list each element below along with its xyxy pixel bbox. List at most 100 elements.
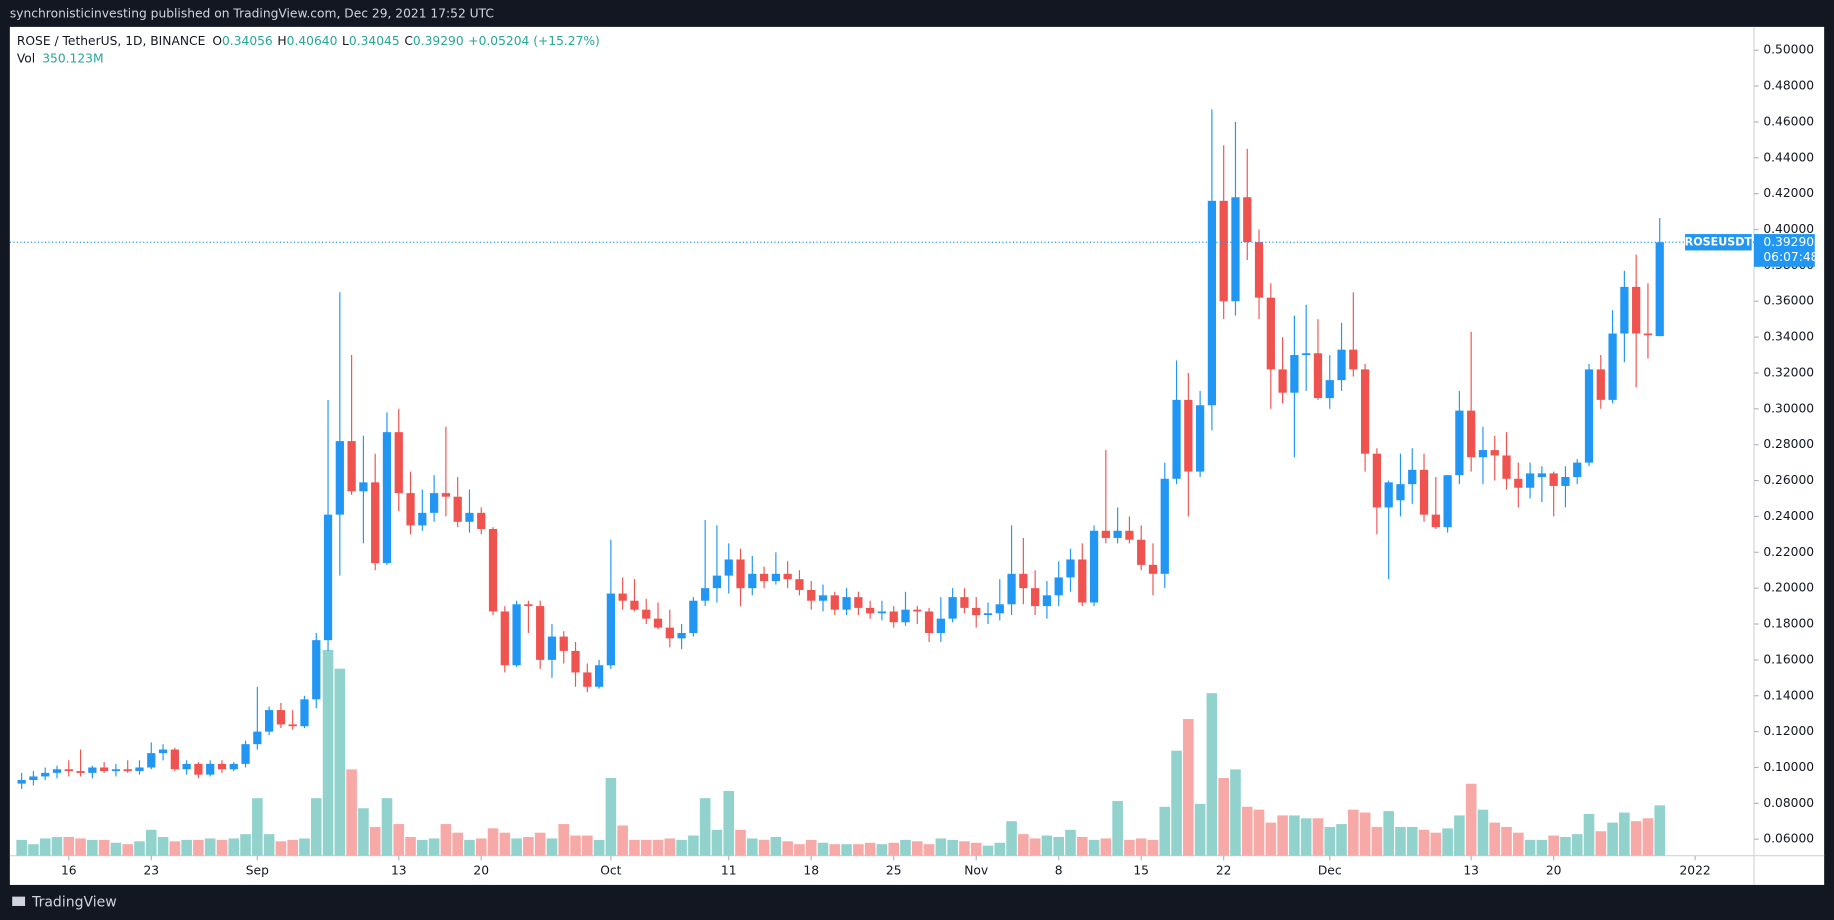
candle-body [736, 559, 745, 589]
y-tick-label: 0.42000 [1763, 186, 1814, 200]
volume-bar [1135, 838, 1147, 856]
volume-bar [664, 838, 676, 856]
candle-body [158, 749, 168, 754]
y-tick-label: 0.20000 [1763, 581, 1814, 595]
candle-body [1207, 200, 1217, 406]
volume-bar [876, 844, 888, 856]
volume-bar [1348, 809, 1359, 856]
volume-bar [699, 798, 711, 856]
volume-bar [1289, 815, 1300, 856]
volume-bar [1560, 837, 1571, 856]
volume-bar [1076, 837, 1088, 856]
volume-bar [1277, 815, 1288, 856]
candle-body [771, 573, 780, 581]
volume-bar [1583, 813, 1595, 856]
x-tick-label: 18 [803, 863, 819, 877]
volume-bar [770, 837, 782, 856]
price-tag [1754, 234, 1815, 267]
x-tick-label: 25 [886, 863, 902, 877]
volume-bar [181, 839, 192, 856]
volume-bar [1088, 839, 1100, 856]
volume-bar [1124, 839, 1135, 856]
volume-bar [994, 842, 1006, 856]
candle-body [253, 731, 262, 745]
candle-body [866, 607, 875, 614]
volume-bar [1183, 719, 1194, 856]
candle-body [288, 724, 297, 727]
candle-body [323, 514, 333, 641]
candle-body [630, 600, 639, 610]
volume-bar [310, 798, 322, 856]
candle-body [1231, 197, 1240, 302]
candle-body [583, 672, 592, 687]
candle-body [818, 595, 828, 601]
candle-body [1443, 475, 1452, 528]
volume-bar [1630, 821, 1642, 856]
candle-body [960, 597, 969, 608]
candle-body [335, 441, 344, 515]
y-tick-label: 0.26000 [1763, 473, 1814, 487]
candle-body [677, 632, 686, 639]
volume-bar [1571, 834, 1583, 856]
volume-bar [393, 824, 405, 856]
candle-body [41, 772, 50, 777]
volume-bar [1536, 839, 1548, 856]
volume-bar [1395, 826, 1406, 856]
candle-body [123, 769, 132, 772]
candle-body [606, 593, 616, 666]
volume-bar [1065, 829, 1076, 856]
candle-body [88, 767, 97, 773]
volume-bar [746, 838, 758, 856]
chart-panel [9, 26, 1825, 885]
candle-body [724, 559, 733, 576]
volume-bar [911, 841, 923, 856]
volume-bar [98, 839, 110, 856]
candle-body [948, 597, 957, 619]
countdown-label: 06:07:48 [1763, 250, 1818, 264]
candle-body [241, 744, 250, 764]
ohlc-legend: O0.34056 H0.40640 L0.34045 C0.39290 [212, 33, 463, 47]
volume-bar [558, 824, 570, 856]
volume-bar [1241, 806, 1253, 856]
candle-body [1349, 349, 1358, 370]
ohlc-value: 0.34056 [222, 33, 273, 47]
candle-body [807, 589, 816, 601]
volume-bar [1206, 693, 1218, 856]
candle-body [312, 640, 321, 700]
volume-bar [629, 839, 640, 856]
volume-bar [1147, 839, 1159, 856]
volume-bar [405, 837, 416, 856]
candle-body [217, 763, 227, 770]
candle-body [465, 512, 474, 522]
volume-bar [959, 841, 970, 856]
volume-bar [252, 798, 263, 856]
y-tick-label: 0.48000 [1763, 79, 1814, 93]
volume-bar [1159, 806, 1171, 856]
volume-bar [1359, 812, 1371, 856]
y-tick-label: 0.12000 [1763, 724, 1814, 738]
volume-bar [499, 832, 511, 856]
volume-bar [758, 839, 770, 856]
volume-bar [1265, 822, 1277, 856]
volume-bar [1100, 838, 1112, 856]
volume-bar [452, 832, 463, 856]
y-tick-label: 0.14000 [1763, 688, 1814, 702]
ohlc-key: L [342, 33, 349, 47]
x-tick-label: 22 [1216, 863, 1232, 877]
volume-bar [28, 844, 39, 856]
volume-bar [935, 838, 947, 856]
volume-bar [511, 838, 522, 856]
volume-bar [287, 839, 298, 856]
x-tick-label: 16 [61, 863, 77, 877]
volume-bar [122, 844, 134, 856]
volume-bar [864, 842, 876, 856]
logo-mark [12, 896, 26, 906]
candle-body [1290, 355, 1299, 393]
volume-bar [110, 842, 122, 856]
candle-body [547, 636, 557, 660]
candle-body [995, 604, 1004, 614]
candle-body [983, 613, 993, 616]
candle-body [1632, 286, 1641, 334]
candle-body [701, 588, 710, 601]
x-tick-label: Nov [964, 863, 988, 877]
